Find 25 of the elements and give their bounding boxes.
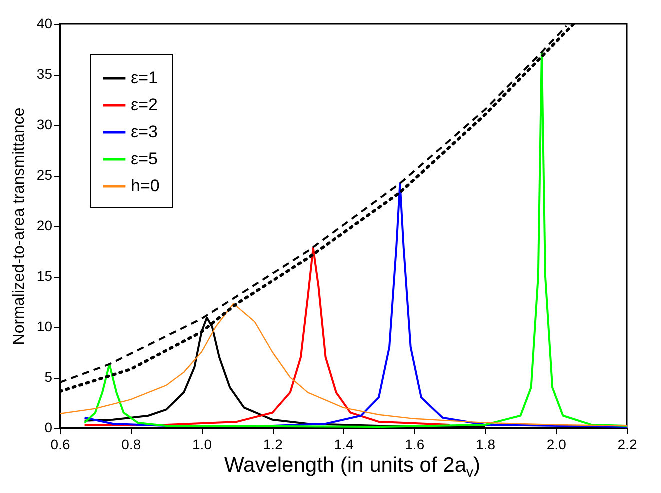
- y-tick-label: 15: [36, 268, 53, 284]
- y-tick-label: 25: [36, 167, 53, 183]
- x-tick-label: 1.0: [192, 436, 212, 452]
- legend-label: ε=3: [131, 122, 158, 142]
- x-axis-title: Wavelength (in units of 2a$_{v}$): [223, 454, 482, 480]
- legend-label: ε=1: [131, 68, 158, 88]
- legend-label: ε=5: [131, 150, 158, 168]
- x-tick-label: 0.6: [50, 436, 70, 452]
- x-tick-label: 2.0: [546, 436, 567, 452]
- y-axis-title: Normalized-to-area transmittance: [10, 108, 28, 346]
- legend-label: h=0: [131, 176, 160, 196]
- x-tick-label: 2.2: [618, 436, 638, 452]
- x-tick-label: 0.8: [122, 436, 142, 452]
- x-tick-label: 1.6: [405, 436, 425, 452]
- y-tick-label: 40: [36, 16, 53, 32]
- y-tick-label: 0: [44, 420, 53, 436]
- x-tick-label: 1.4: [334, 436, 354, 452]
- y-tick-label: 35: [36, 66, 53, 82]
- x-tick-label: 1.2: [263, 436, 284, 452]
- y-tick-label: 30: [36, 116, 53, 132]
- y-tick-label: 5: [44, 369, 53, 385]
- legend-label: ε=2: [131, 96, 158, 114]
- x-tick-label: 1.8: [476, 436, 496, 452]
- y-tick-label: 10: [36, 318, 53, 334]
- y-tick-label: 20: [36, 218, 53, 234]
